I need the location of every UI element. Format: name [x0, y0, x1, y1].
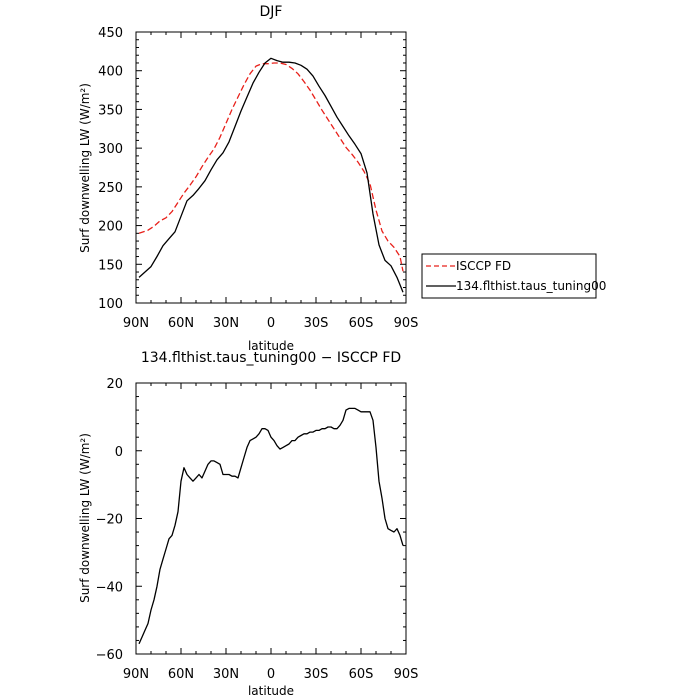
top-x-tick-label: 30S: [304, 316, 329, 331]
legend-label-model: 134.flthist.taus_tuning00: [456, 279, 606, 293]
legend-label-isccp: ISCCP FD: [456, 259, 511, 273]
top-y-tick-label: 250: [98, 181, 123, 196]
top-y-tick-label: 400: [98, 65, 123, 80]
top-y-tick-label: 450: [98, 26, 123, 41]
top-panel-title: DJF: [260, 4, 283, 20]
bottom-x-tick-labels: 90N 60N 30N 0 30S 60S 90S: [123, 667, 419, 682]
bottom-panel-title: 134.flthist.taus_tuning00 − ISCCP FD: [141, 350, 401, 366]
top-x-tick-label: 60S: [349, 316, 374, 331]
top-x-tick-labels: 90N 60N 30N 0 30S 60S 90S: [123, 316, 419, 331]
bottom-panel: 134.flthist.taus_tuning00 − ISCCP FD −60…: [78, 350, 418, 698]
bottom-y-tick-label: −20: [96, 513, 123, 528]
top-y-tick-label: 300: [98, 142, 123, 157]
legend-box: [421, 253, 597, 299]
legend: ISCCP FD 134.flthist.taus_tuning00: [421, 253, 606, 299]
bottom-plot-frame: [135, 382, 407, 655]
top-series-line-0: [138, 62, 404, 272]
top-y-tick-label: 200: [98, 220, 123, 235]
bottom-x-tick-label: 30S: [304, 667, 329, 682]
bottom-x-tick-label: 30N: [213, 667, 239, 682]
bottom-series-line-0: [138, 407, 404, 645]
top-series-lines: [138, 57, 404, 293]
bottom-y-tick-label: 0: [115, 445, 123, 460]
bottom-y-tick-label: 20: [106, 377, 123, 392]
top-series-line-1: [138, 57, 404, 293]
bottom-y-tick-label: −40: [96, 580, 123, 595]
top-plot-frame: [135, 31, 407, 304]
top-x-tick-label: 90S: [394, 316, 419, 331]
bottom-x-tick-label: 90N: [123, 667, 149, 682]
top-x-tick-label: 60N: [168, 316, 194, 331]
top-panel: DJF 100 150 200 250 300 350 400 450 90N 60N 30N 0 3…: [78, 4, 418, 353]
bottom-y-axis-label: Surf downwelling LW (W/m²): [78, 433, 92, 603]
bottom-x-tick-label: 90S: [394, 667, 419, 682]
bottom-x-tick-label: 60S: [349, 667, 374, 682]
top-x-tick-label: 30N: [213, 316, 239, 331]
bottom-x-tick-label: 0: [267, 667, 275, 682]
top-x-tick-label: 0: [267, 316, 275, 331]
top-y-tick-label: 350: [98, 103, 123, 118]
bottom-series-lines: [138, 407, 404, 645]
top-x-tick-label: 90N: [123, 316, 149, 331]
bottom-y-tick-label: −60: [96, 648, 123, 663]
top-y-tick-label: 100: [98, 297, 123, 312]
bottom-y-tick-labels: −60 −40 −20 0 20: [96, 377, 123, 663]
bottom-x-tick-label: 60N: [168, 667, 194, 682]
top-y-tick-label: 150: [98, 258, 123, 273]
top-y-tick-labels: 100 150 200 250 300 350 400 450: [98, 26, 123, 312]
top-x-axis-label: latitude: [248, 339, 294, 353]
top-y-axis-label: Surf downwelling LW (W/m²): [78, 83, 92, 253]
bottom-x-axis-label: latitude: [248, 684, 294, 698]
